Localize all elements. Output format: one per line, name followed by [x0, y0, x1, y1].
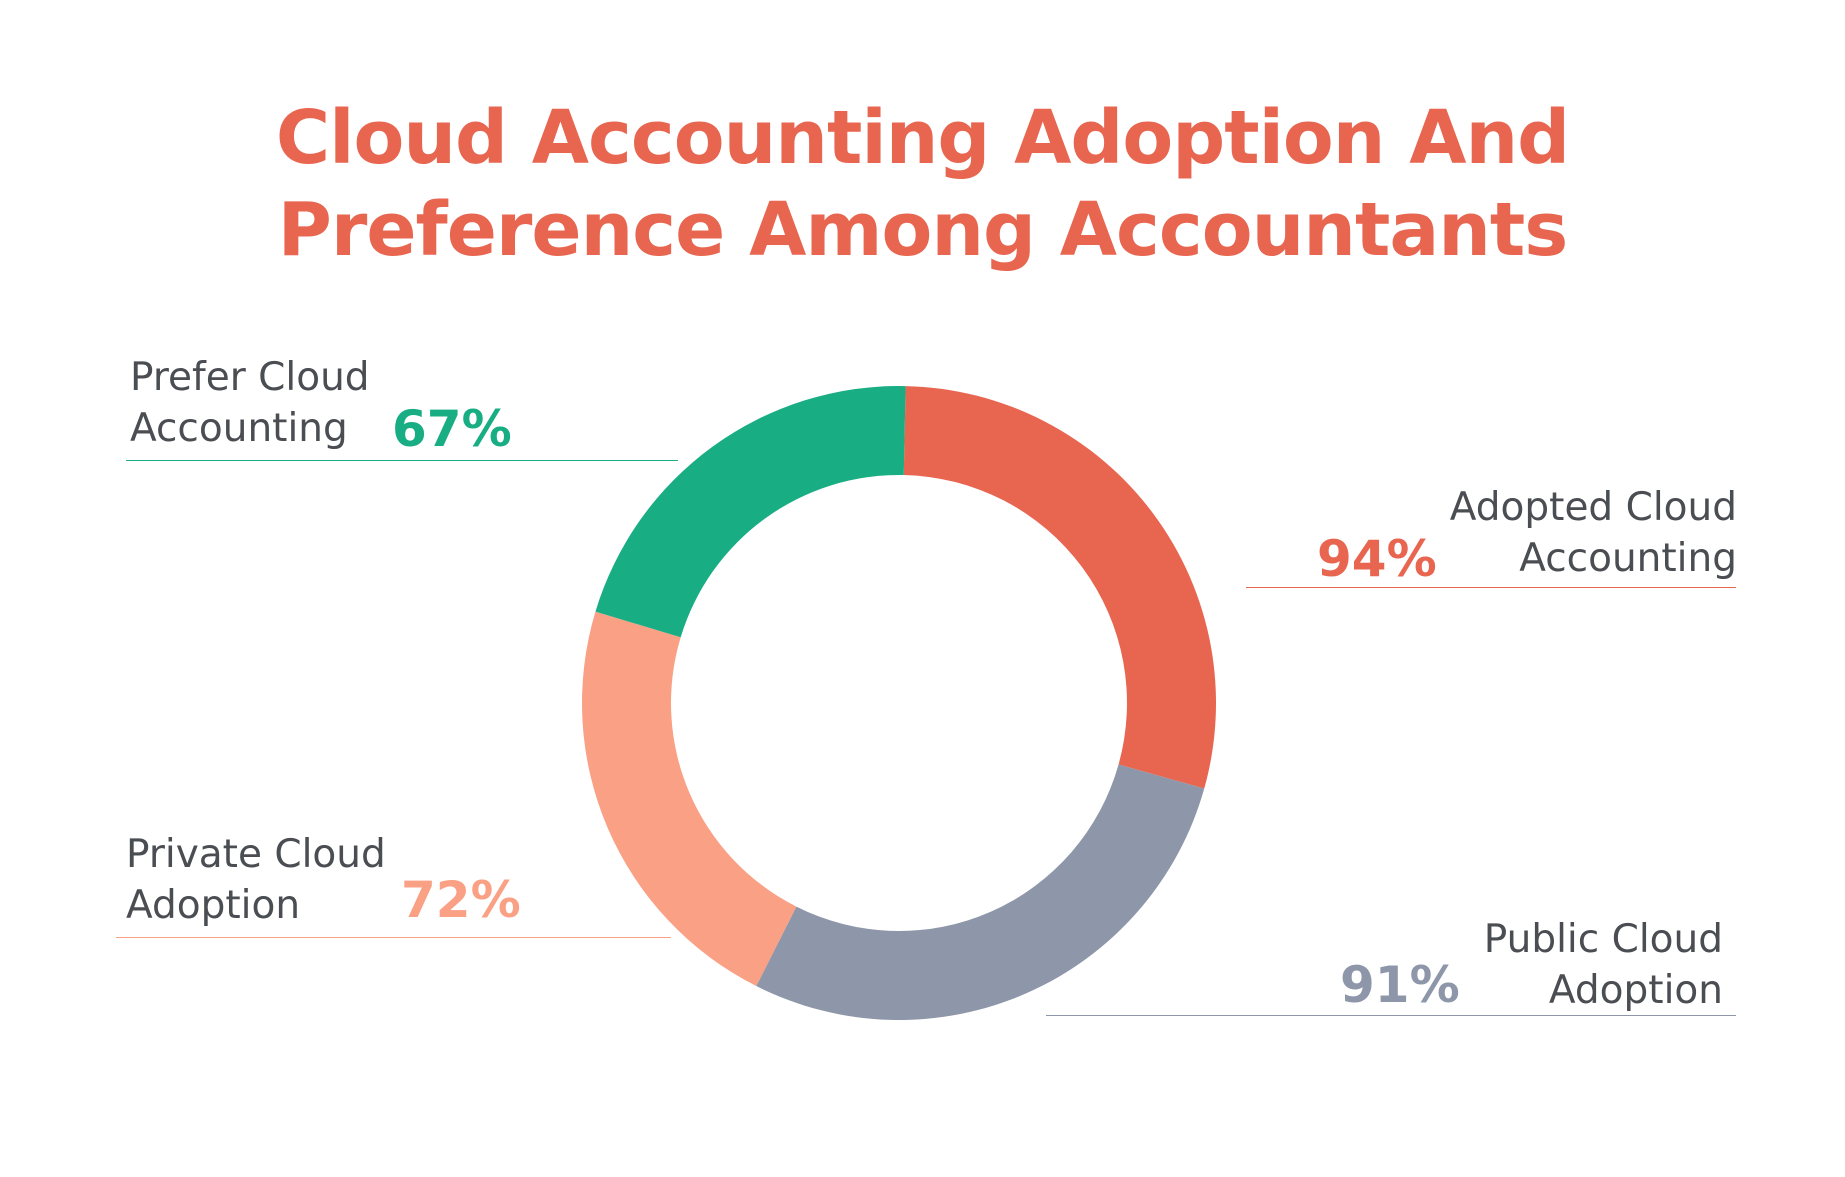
label-line: Adopted Cloud [1449, 485, 1737, 530]
label-public-cloud-adoption: Public Cloud Adoption [1484, 914, 1723, 1016]
chart-title: Cloud Accounting Adoption And Preference… [0, 92, 1845, 276]
chart-title-line-1: Cloud Accounting Adoption And [275, 95, 1570, 181]
value-private-cloud-adoption: 72% [401, 871, 521, 929]
donut-slice-private-cloud-adoption [582, 611, 797, 987]
chart-title-line-2: Preference Among Accountants [277, 187, 1569, 273]
donut-slice-prefer-cloud-accounting [595, 386, 906, 638]
label-line: Adoption [1548, 968, 1723, 1013]
value-adopted-cloud-accounting: 94% [1317, 530, 1437, 588]
value-prefer-cloud-accounting: 67% [392, 400, 512, 458]
label-line: Prefer Cloud [130, 355, 370, 400]
leader-line-public [1046, 1015, 1736, 1016]
leader-line-adopted [1246, 587, 1736, 588]
leader-line-private [116, 937, 671, 938]
label-adopted-cloud-accounting: Adopted Cloud Accounting [1450, 482, 1737, 584]
donut-slice-adopted-cloud-accounting [903, 386, 1216, 789]
label-line: Private Cloud [126, 832, 386, 877]
label-line: Adoption [126, 883, 301, 928]
value-public-cloud-adoption: 91% [1340, 956, 1460, 1014]
label-line: Accounting [130, 406, 348, 451]
donut-slice-public-cloud-adoption [756, 764, 1205, 1021]
leader-line-prefer [126, 460, 678, 461]
label-line: Public Cloud [1483, 917, 1723, 962]
label-prefer-cloud-accounting: Prefer Cloud Accounting [130, 352, 370, 454]
label-private-cloud-adoption: Private Cloud Adoption [126, 829, 386, 931]
label-line: Accounting [1519, 536, 1737, 581]
